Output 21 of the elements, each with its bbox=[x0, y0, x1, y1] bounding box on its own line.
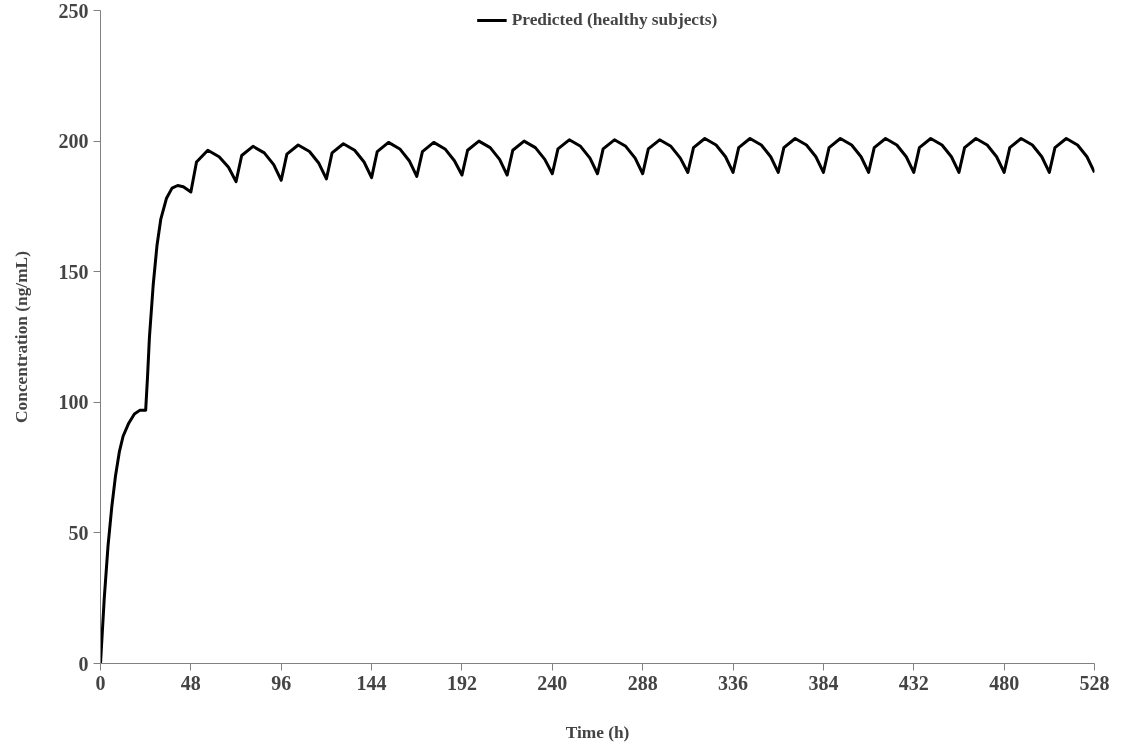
y-tick-label: 250 bbox=[58, 0, 89, 22]
x-axis-title: Time (h) bbox=[565, 722, 630, 742]
x-tick-label: 288 bbox=[627, 671, 658, 694]
x-tick-label: 0 bbox=[95, 671, 106, 694]
y-tick-label: 200 bbox=[58, 130, 89, 153]
x-tick-label: 144 bbox=[356, 671, 387, 694]
x-tick-label: 384 bbox=[808, 671, 839, 694]
y-tick-label: 0 bbox=[78, 652, 89, 675]
y-axis-title: Concentration (ng/mL) bbox=[11, 250, 31, 423]
y-tick-label: 100 bbox=[58, 391, 89, 414]
x-tick-label: 432 bbox=[898, 671, 929, 694]
y-tick-label: 150 bbox=[58, 260, 89, 283]
x-tick-label: 96 bbox=[271, 671, 292, 694]
x-tick-label: 528 bbox=[1079, 671, 1110, 694]
y-tick-label: 50 bbox=[68, 521, 89, 544]
x-tick-label: 480 bbox=[989, 671, 1020, 694]
x-tick-label: 48 bbox=[180, 671, 201, 694]
legend-label: Predicted (healthy subjects) bbox=[511, 10, 718, 30]
x-tick-label: 192 bbox=[446, 671, 477, 694]
x-tick-label: 240 bbox=[537, 671, 568, 694]
x-tick-label: 336 bbox=[718, 671, 749, 694]
